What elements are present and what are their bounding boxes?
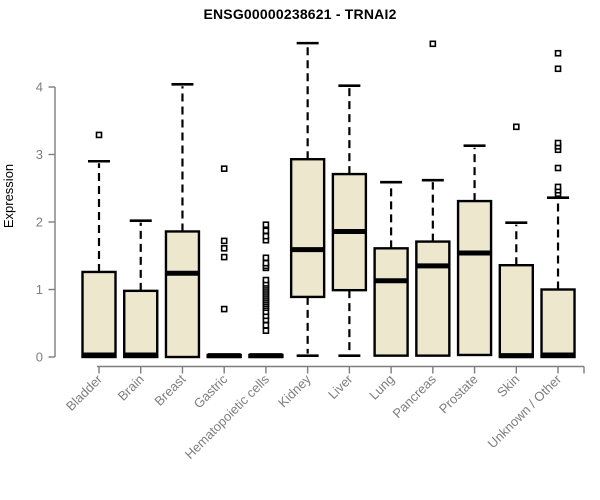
outlier-point [554, 49, 562, 57]
box-rect [373, 247, 409, 357]
box-group-prostate [456, 144, 493, 357]
box-rect [164, 230, 201, 359]
outlier-point [220, 165, 228, 172]
x-category-label: Unknown / Other [485, 371, 565, 451]
x-category-label: Pancreas [390, 371, 440, 421]
outlier-point [429, 40, 437, 48]
box-rect [123, 289, 159, 359]
x-category-label: Brain [115, 372, 147, 404]
box-group-bladder [81, 131, 117, 359]
y-axis-label: Expression [1, 164, 16, 228]
box-group-pancreas [415, 40, 451, 357]
outlier-point [512, 123, 520, 131]
outlier-point [554, 139, 562, 147]
outlier-point [220, 253, 228, 261]
box-group-skin [498, 123, 534, 359]
y-tick-label: 4 [36, 80, 43, 95]
x-category-label: Prostate [436, 372, 481, 417]
x-category-label: Bladder [63, 371, 106, 414]
box-group-lung [373, 180, 409, 357]
y-tick-label: 0 [36, 350, 43, 365]
x-category-label: Liver [325, 371, 356, 402]
outlier-point [262, 254, 270, 262]
box-group-kidney [289, 41, 326, 357]
outlier-point [220, 305, 228, 313]
outlier-point [554, 183, 562, 191]
box-rect [415, 240, 451, 357]
outlier-point [262, 227, 270, 235]
y-tick-label: 2 [36, 215, 43, 230]
box-group-gastric [206, 165, 242, 359]
x-category-label: Gastric [191, 371, 231, 411]
box-group-brain [123, 219, 159, 359]
x-category-label: Lung [366, 372, 397, 403]
y-tick-label: 1 [36, 282, 43, 297]
box-group-unknown-other [540, 49, 576, 359]
outlier-point [554, 164, 562, 172]
outlier-point [220, 245, 228, 252]
x-category-label: Kidney [275, 371, 314, 410]
outlier-point [262, 259, 270, 267]
outlier-point [220, 237, 228, 245]
x-category-label: Breast [151, 371, 188, 408]
outlier-point [554, 65, 562, 73]
box-group-liver [331, 84, 368, 357]
outlier-point [262, 327, 270, 334]
outlier-point [95, 131, 103, 139]
box-group-breast [164, 83, 201, 359]
box-group-hematopoietic-cells [248, 221, 284, 359]
box-rect [498, 264, 534, 359]
x-category-label: Skin [494, 372, 522, 400]
y-tick-label: 3 [36, 147, 43, 162]
chart-title: ENSG00000238621 - TRNAI2 [203, 6, 397, 22]
box-rect [81, 270, 117, 359]
outlier-point [262, 232, 270, 240]
outlier-point [262, 221, 270, 228]
outlier-point [262, 276, 270, 284]
box-rect [540, 288, 576, 359]
outlier-point [262, 321, 270, 329]
box-rect [289, 158, 326, 299]
box-rect [456, 199, 493, 357]
